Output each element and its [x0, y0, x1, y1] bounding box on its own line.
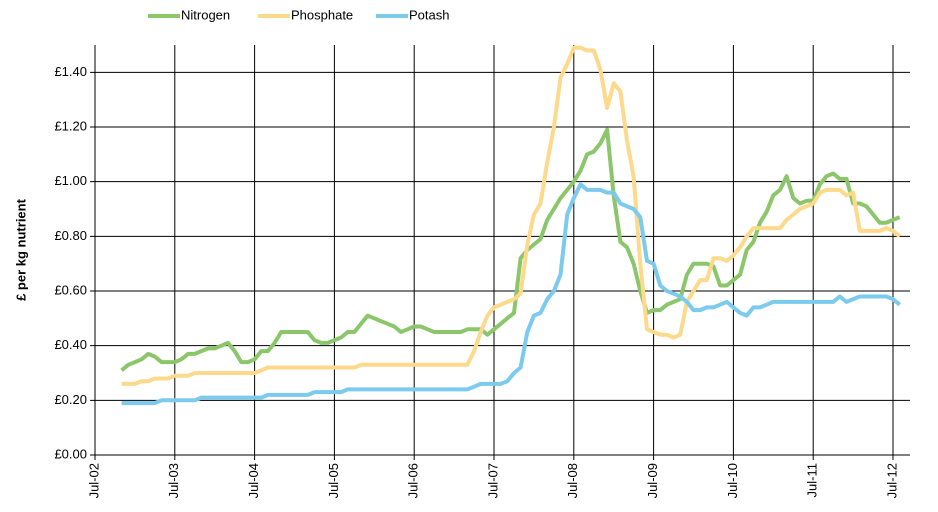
y-tick-label: £1.20 — [54, 118, 87, 133]
y-tick-label: £0.60 — [54, 282, 87, 297]
y-tick-label: £0.80 — [54, 228, 87, 243]
x-tick-label: Jul-11 — [805, 463, 820, 497]
x-tick-label: Jul-08 — [565, 463, 580, 498]
x-tick-label: Jul-04 — [246, 463, 261, 498]
x-tick-label: Jul-10 — [725, 463, 740, 498]
x-tick-label: Jul-12 — [884, 463, 899, 498]
y-tick-label: £0.40 — [54, 337, 87, 352]
x-tick-label: Jul-05 — [326, 463, 341, 498]
y-tick-label: £1.00 — [54, 173, 87, 188]
x-tick-label: Jul-03 — [166, 463, 181, 498]
x-tick-label: Jul-02 — [86, 463, 101, 498]
x-tick-label: Jul-07 — [485, 463, 500, 498]
legend-label: Potash — [409, 7, 449, 22]
legend-label: Nitrogen — [181, 7, 230, 22]
series-line — [121, 182, 901, 406]
y-axis-title: £ per kg nutrient — [13, 198, 28, 301]
y-tick-label: £0.20 — [54, 392, 87, 407]
x-tick-label: Jul-09 — [645, 463, 660, 498]
series-line — [121, 45, 901, 386]
y-tick-label: £0.00 — [54, 446, 87, 461]
legend-label: Phosphate — [291, 7, 353, 22]
series-line — [120, 127, 901, 372]
y-tick-label: £1.40 — [54, 64, 87, 79]
x-tick-label: Jul-06 — [406, 463, 421, 498]
